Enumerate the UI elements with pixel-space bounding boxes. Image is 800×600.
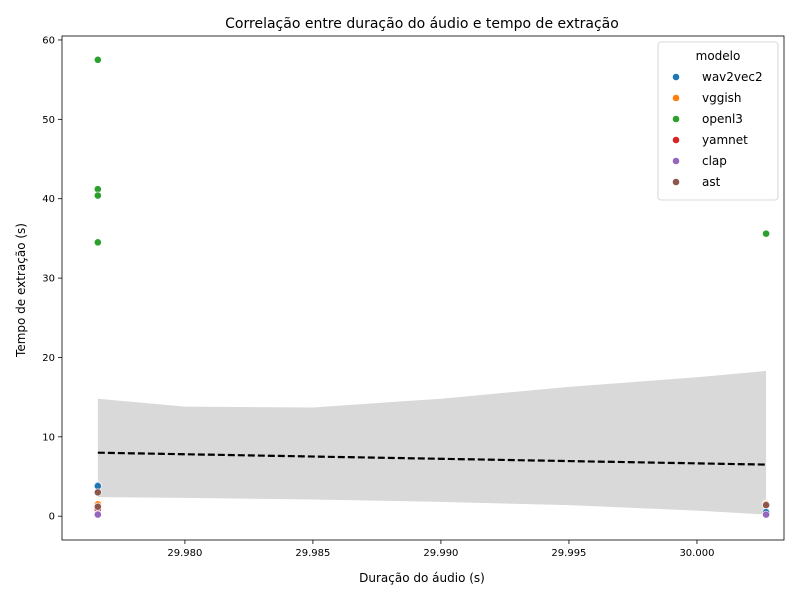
legend-label-openl3: openl3 <box>702 112 743 126</box>
legend-label-clap: clap <box>702 154 727 168</box>
y-tick-label: 50 <box>42 115 55 126</box>
y-tick-label: 10 <box>42 432 55 443</box>
legend-label-yamnet: yamnet <box>702 133 748 147</box>
legend-marker-vggish <box>672 94 680 102</box>
y-tick-label: 60 <box>42 35 55 46</box>
axes: 29.980 29.985 29.990 29.995 30.000 0 10 20 30 40 5… <box>42 35 785 559</box>
x-tick-label: 29.990 <box>423 548 458 559</box>
legend-marker-ast <box>672 178 680 186</box>
x-tick-label: 29.995 <box>551 548 586 559</box>
legend-marker-yamnet <box>672 136 680 144</box>
y-axis-label: Tempo de extração (s) <box>14 223 28 358</box>
y-tick-label: 40 <box>42 194 55 205</box>
point-openl3 <box>762 229 770 238</box>
confidence-interval-band <box>97 370 767 515</box>
point-openl3 <box>93 191 102 200</box>
plot-frame <box>61 35 785 541</box>
x-tick-label: 30.000 <box>679 548 714 559</box>
point-ast <box>93 488 102 497</box>
point-openl3 <box>93 238 102 247</box>
regression-line-group <box>97 451 767 466</box>
legend-box <box>657 41 779 201</box>
legend-title: modelo <box>696 49 741 63</box>
chart-title: Correlação entre duração do áudio e temp… <box>225 16 619 32</box>
confidence-band <box>97 370 767 515</box>
point-openl3 <box>93 55 102 64</box>
legend-marker-openl3 <box>672 115 680 123</box>
point-clap <box>93 510 102 519</box>
point-ast <box>762 501 770 509</box>
legend-label-wav2vec2: wav2vec2 <box>702 70 763 84</box>
x-tick-label: 29.980 <box>167 548 202 559</box>
x-tick-label: 29.985 <box>295 548 330 559</box>
x-axis-label: Duração do áudio (s) <box>359 571 485 585</box>
legend: modelo wav2vec2 vggish openl3 yamnet clap ast <box>657 41 779 201</box>
y-tick-label: 0 <box>49 512 55 523</box>
point-ast <box>93 502 102 511</box>
scatter-points <box>93 55 770 519</box>
y-tick-label: 30 <box>42 274 55 285</box>
legend-label-vggish: vggish <box>702 91 742 105</box>
regression-line <box>97 451 767 466</box>
point-clap <box>762 510 770 519</box>
legend-label-ast: ast <box>702 175 721 189</box>
legend-marker-clap <box>672 157 680 165</box>
y-tick-label: 20 <box>42 353 55 364</box>
legend-marker-wav2vec2 <box>672 73 680 81</box>
